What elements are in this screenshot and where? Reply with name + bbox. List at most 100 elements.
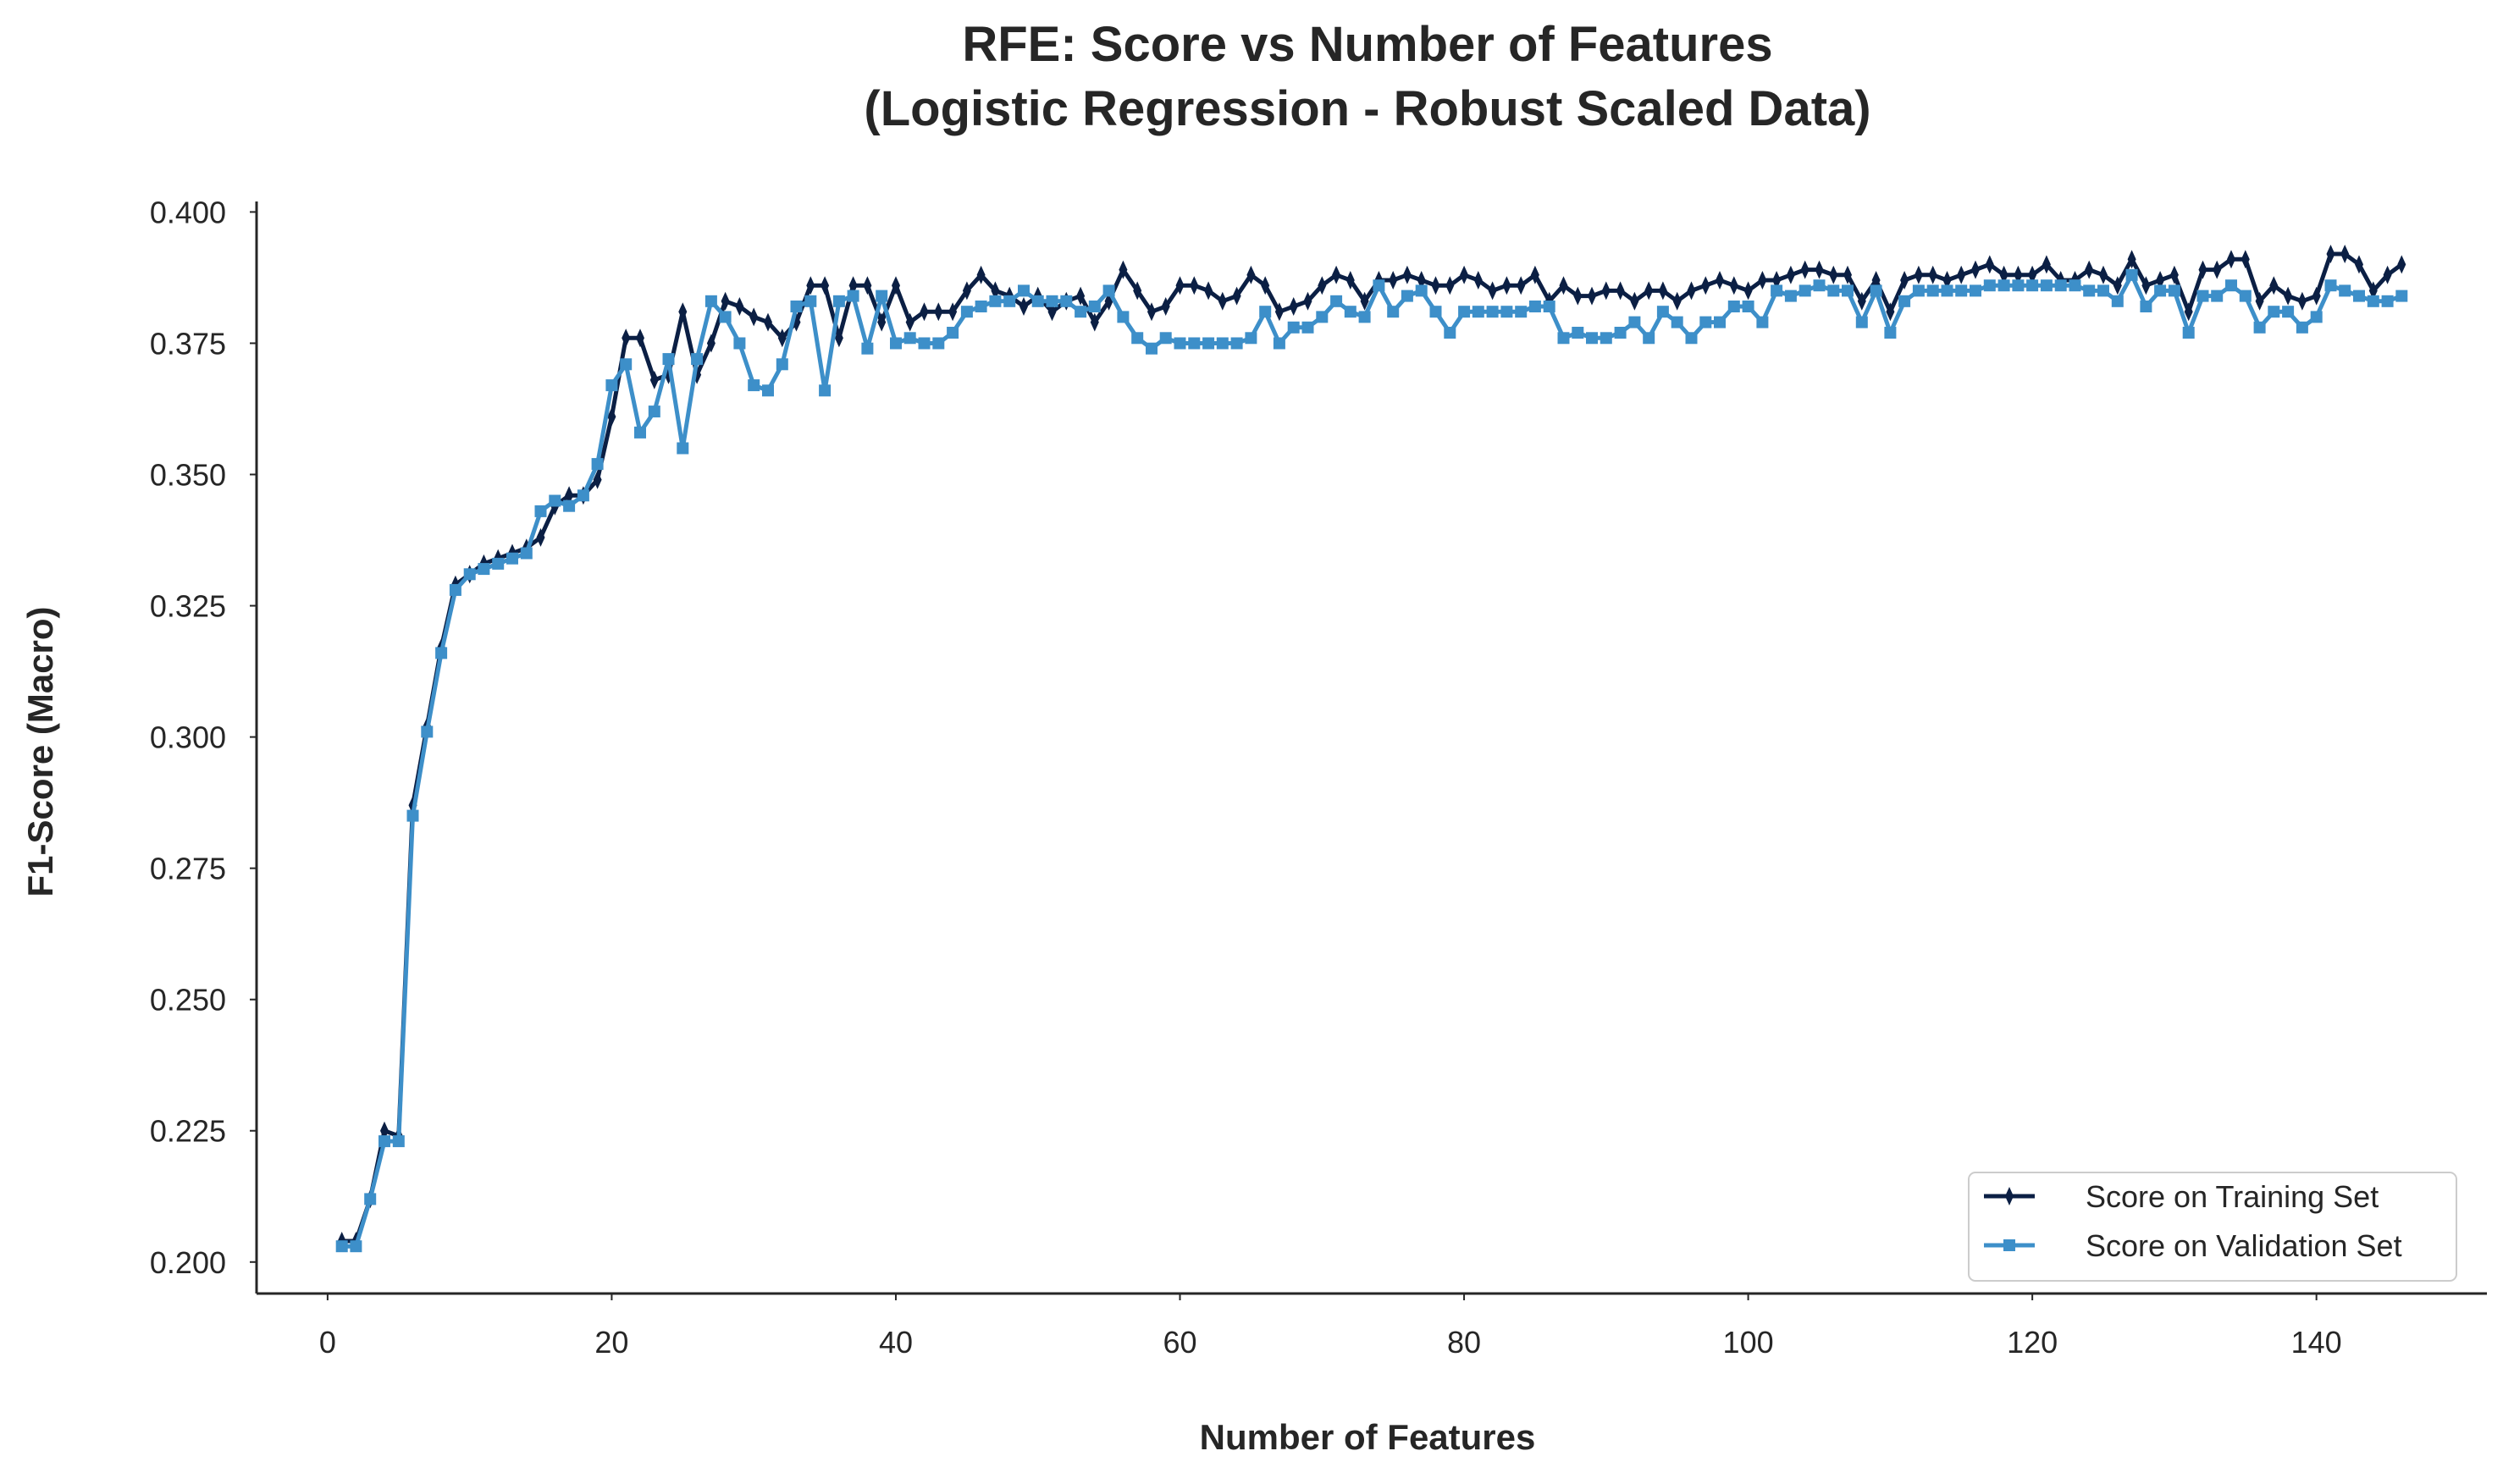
chart-title-line-1: RFE: Score vs Number of Features <box>962 17 1772 72</box>
validation-line <box>341 273 2403 1249</box>
training-point <box>1588 286 1596 306</box>
validation-point <box>1926 284 1939 297</box>
validation-point <box>662 353 675 366</box>
validation-point <box>1714 316 1726 328</box>
validation-point <box>406 809 419 822</box>
training-point <box>2284 286 2293 306</box>
validation-point <box>1373 279 1385 292</box>
validation-point <box>378 1135 390 1148</box>
validation-point <box>1784 290 1797 302</box>
validation-point <box>2083 284 2096 297</box>
training-point <box>1957 265 1966 284</box>
validation-point <box>832 295 845 307</box>
validation-point <box>2381 295 2394 307</box>
validation-point <box>2324 279 2337 292</box>
validation-point <box>1557 332 1570 345</box>
validation-point <box>2012 279 2025 292</box>
training-point <box>1701 276 1710 295</box>
validation-point <box>1188 337 1201 350</box>
validation-point <box>1486 306 1499 318</box>
validation-point <box>790 301 803 312</box>
validation-point <box>1387 306 1400 318</box>
validation-point <box>704 295 717 307</box>
training-point <box>1786 265 1795 284</box>
training-point <box>934 302 943 322</box>
training-point <box>777 328 787 348</box>
validation-point <box>1273 337 1285 350</box>
validation-point <box>435 647 448 659</box>
training-point <box>2340 245 2350 263</box>
validation-point <box>620 358 633 371</box>
validation-point <box>1955 284 1968 297</box>
validation-point <box>492 557 505 570</box>
training-point <box>1190 276 1199 295</box>
validation-point <box>1301 321 1314 334</box>
y-tick-label: 0.350 <box>150 458 226 493</box>
training-point <box>1559 276 1568 295</box>
validation-point <box>1500 306 1513 318</box>
validation-point <box>1628 316 1641 328</box>
validation-point <box>1572 327 1584 339</box>
training-point <box>1232 286 1241 306</box>
training-point <box>721 291 730 311</box>
training-point <box>1971 260 1980 279</box>
validation-point <box>1912 284 1925 297</box>
training-point <box>1914 265 1923 284</box>
training-point <box>2383 265 2392 284</box>
training-point <box>2241 250 2250 269</box>
training-point <box>2355 255 2363 274</box>
legend-label-training: Score on Training Set <box>2086 1179 2379 1214</box>
validation-point <box>918 337 931 350</box>
validation-point <box>2182 327 2195 339</box>
training-point <box>877 312 887 332</box>
validation-point <box>2395 290 2408 302</box>
legend-label-validation: Score on Validation Set <box>2086 1228 2402 1263</box>
training-point <box>1658 281 1667 301</box>
training-point <box>1019 297 1028 316</box>
training-point <box>1303 291 1312 311</box>
training-point <box>920 302 929 322</box>
validation-point <box>1983 279 1996 292</box>
training-point <box>1886 302 1895 322</box>
validation-point <box>733 337 746 350</box>
validation-point <box>1401 290 1413 302</box>
validation-point <box>1884 327 1897 339</box>
validation-point <box>1018 284 1030 297</box>
validation-point <box>1970 284 1981 297</box>
y-tick-label: 0.325 <box>150 589 226 624</box>
training-point <box>1274 302 1284 322</box>
training-point <box>749 307 759 327</box>
training-point <box>2141 276 2151 295</box>
validation-point <box>2211 290 2224 302</box>
validation-point <box>989 295 1002 307</box>
training-point <box>593 470 602 489</box>
validation-point <box>1202 337 1215 350</box>
validation-point <box>1060 295 1073 307</box>
validation-point <box>2239 290 2252 302</box>
x-tick-label: 140 <box>2291 1325 2342 1360</box>
training-point <box>1175 276 1185 295</box>
validation-point <box>1756 316 1769 328</box>
training-point <box>2269 276 2279 295</box>
validation-point <box>1870 284 1882 297</box>
x-tick-label: 100 <box>1723 1325 1774 1360</box>
training-point <box>1460 265 1469 284</box>
validation-point <box>2268 306 2280 318</box>
validation-point <box>1600 332 1612 345</box>
training-point <box>735 297 744 316</box>
validation-point <box>2196 290 2209 302</box>
validation-point <box>1230 337 1243 350</box>
training-point <box>1318 276 1327 295</box>
training-point <box>1246 265 1256 284</box>
validation-point <box>1316 311 1329 323</box>
validation-point <box>350 1240 362 1253</box>
training-point <box>1900 271 1909 290</box>
validation-point <box>2097 284 2109 297</box>
y-tick-label: 0.300 <box>150 720 226 755</box>
training-point <box>1473 271 1483 290</box>
validation-point <box>1174 337 1186 350</box>
validation-point <box>1813 279 1826 292</box>
validation-point <box>975 301 987 312</box>
training-point <box>1360 291 1369 311</box>
